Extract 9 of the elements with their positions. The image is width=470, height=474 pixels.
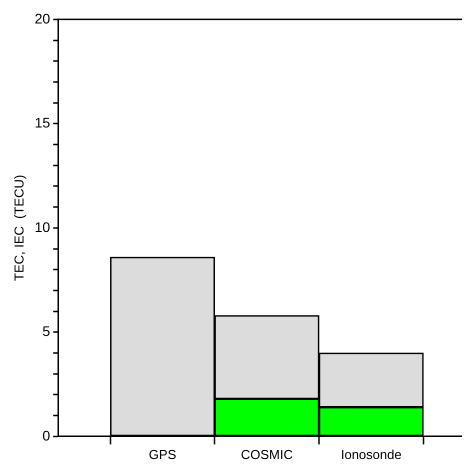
y-tick-label: 15 [34,114,50,131]
y-tick-label: 5 [42,323,50,340]
y-tick-label: 10 [34,218,50,235]
y-tick-label: 20 [34,10,50,26]
y-axis-title: TEC, IEC (TECU) [11,174,26,281]
x-tick-label: Ionosonde [340,446,402,462]
y-tick-label: 0 [42,427,50,444]
x-tick-label: GPS [148,446,177,462]
x-tick-label: COSMIC [240,446,293,462]
